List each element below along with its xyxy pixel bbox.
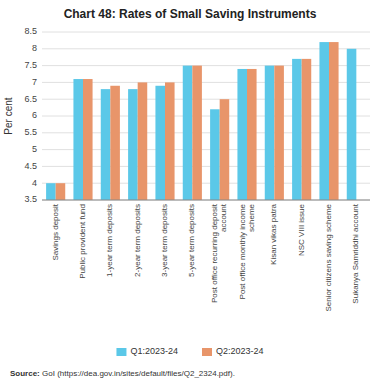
bar [302,59,312,200]
x-tick-label-line: scheme [247,203,256,232]
y-axis-label: Per cent [3,97,14,134]
bar [347,49,357,200]
source-note: Source: GoI (https://dea.gov.in/sites/de… [10,369,235,378]
legend-label: Q1:2023-24 [130,346,178,356]
bar [237,69,247,200]
bar [110,86,120,200]
y-tick-label: 4 [32,178,37,188]
bar [319,42,329,200]
bar [220,99,230,200]
title: Chart 48: Rates of Small Saving Instrume… [64,7,317,21]
bar [192,66,202,200]
bar [274,66,284,200]
legend-swatch [116,348,126,356]
x-tick-label-line: account [219,203,228,232]
legend-item: Q1:2023-24 [116,346,178,356]
legend-swatch [202,348,212,356]
bar [292,59,302,200]
x-tick-label-line: Public provident fund [78,204,87,279]
bar [83,79,93,200]
x-tick-label: NSC VIII issue [297,203,306,256]
x-tick-label-line: Senior citizens saving scheme [324,203,333,311]
y-tick-label: 3.5 [24,194,37,204]
x-tick-label-line: Post office monthly income [238,203,247,299]
grid-line [42,32,370,33]
x-tick-label: Sukanya Samriddhi account [351,203,360,303]
x-tick-label: Post office monthly incomescheme [238,203,256,299]
bar [247,69,257,200]
y-tick-label: 6.5 [24,94,37,104]
x-tick-label-line: 3-year term deposits [160,204,169,277]
bar [329,42,339,200]
x-tick-label-line: 1-year term deposits [105,204,114,277]
x-tick-label-line: Sukanya Samriddhi account [351,203,360,303]
bars [46,42,356,200]
bar [128,89,138,200]
grid-line [42,200,370,201]
y-tick-label: 4.5 [24,161,37,171]
y-tick-label: 8 [32,43,37,53]
x-tick-label: 3-year term deposits [160,204,169,277]
legend-item: Q2:2023-24 [202,346,264,356]
y-tick-label: 7 [32,77,37,87]
bar [101,89,111,200]
bar [210,109,220,200]
y-tick-label: 8.5 [24,26,37,36]
bar [155,86,165,200]
bar [265,66,275,200]
bar [56,183,66,200]
bar [138,82,148,200]
bar [165,82,175,200]
x-tick-label-line: NSC VIII issue [297,203,306,256]
y-tick-label: 5.5 [24,127,37,137]
x-tick-label: Savings deposit [51,203,60,260]
x-tick-label-line: 2-year term deposits [133,204,142,277]
x-tick-label: 1-year term deposits [105,204,114,277]
legend: Q1:2023-24 Q2:2023-24 [116,346,263,356]
annotation: Source: [10,369,40,378]
chart: Chart 48: Rates of Small Saving Instrume… [0,0,380,383]
x-tick-label-line: 5-year term deposits [187,204,196,277]
y-tick-label: 5 [32,144,37,154]
x-tick-label-line: Savings deposit [51,203,60,260]
x-tick-label: 2-year term deposits [133,204,142,277]
x-tick-label: Kisan vikas patra [269,203,278,264]
x-axis-line [42,200,370,201]
y-tick-label: 6 [32,110,37,120]
x-tick-label: Public provident fund [78,204,87,279]
bar [46,183,56,200]
x-tick-label: 5-year term deposits [187,204,196,277]
x-tick-label-line: Post office recurring deposit [210,203,219,303]
x-tick-label: Senior citizens saving scheme [324,203,333,311]
annotation: GoI (https://dea.gov.in/sites/default/fi… [40,369,235,378]
x-tick-label-line: Kisan vikas patra [269,203,278,264]
y-tick-label: 7.5 [24,60,37,70]
x-tick-label: Post office recurring depositaccount [210,203,228,303]
bar [183,66,193,200]
grid [42,32,370,200]
legend-label: Q2:2023-24 [216,346,264,356]
bar [73,79,83,200]
